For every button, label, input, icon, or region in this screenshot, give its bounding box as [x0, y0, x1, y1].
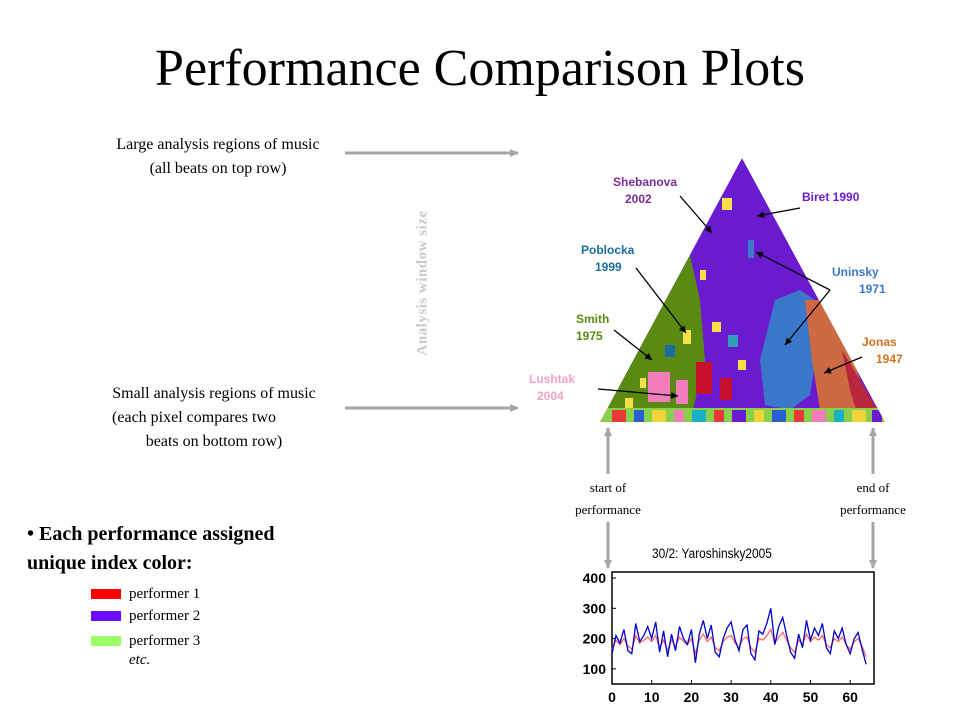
small-regions-description: Small analysis regions of music (each pi…	[88, 382, 340, 454]
uninsky-year: 1971	[859, 282, 886, 296]
lushtak-year: 2004	[537, 389, 564, 403]
smith-year: 1975	[576, 329, 603, 343]
label-lushtak: Lushtak 2004	[529, 371, 575, 405]
legend-heading-line1: • Each performance assigned	[27, 523, 275, 545]
uninsky-pointer-1	[755, 251, 831, 291]
x-tick-label-0: 0	[608, 689, 616, 705]
lushtak-pointer	[597, 388, 679, 399]
x-tick-label-10: 10	[644, 689, 660, 705]
uninsky-pointer-2	[784, 289, 831, 346]
y-tick-label-200: 200	[583, 631, 607, 647]
shebanova-name: Shebanova	[613, 175, 678, 189]
legend-swatch-3	[91, 636, 121, 646]
poblocka-pointer	[635, 267, 687, 334]
chart-frame	[611, 571, 875, 685]
biret-pointer	[756, 207, 801, 219]
start-of-performance-caption: start of performance	[548, 477, 668, 521]
small-regions-line2: (each pixel compares two	[112, 409, 276, 426]
legend-heading: • Each performance assigned unique index…	[27, 520, 275, 578]
legend-etc: etc.	[129, 652, 151, 668]
x-tick-label-20: 20	[684, 689, 700, 705]
legend-item-3: performer 3	[91, 631, 200, 651]
label-biret: Biret 1990	[802, 190, 860, 204]
tempo-line-chart: 30/2: Yaroshinsky2005 100 200 300 400 0 10 20 3…	[583, 545, 875, 705]
large-regions-line2: (all beats on top row)	[149, 160, 287, 177]
small-regions-line1: Small analysis regions of music	[112, 385, 316, 402]
shebanova-pointer	[679, 195, 713, 234]
label-shebanova: Shebanova 2002	[613, 174, 677, 208]
legend-item-1: performer 1	[91, 584, 200, 604]
jonas-name: Jonas	[862, 335, 897, 349]
chart-title: 30/2: Yaroshinsky2005	[652, 545, 772, 561]
y-tick-label-400: 400	[583, 570, 607, 586]
x-tick-label-30: 30	[723, 689, 739, 705]
small-regions-line3: beats on bottom row)	[145, 433, 283, 450]
label-poblocka: Poblocka 1999	[581, 242, 634, 276]
smith-pointer	[613, 329, 653, 361]
label-jonas: Jonas 1947	[862, 334, 903, 368]
jonas-year: 1947	[876, 352, 903, 366]
legend-swatch-1	[91, 589, 121, 599]
legend-heading-line2: unique index color:	[27, 552, 193, 574]
y-tick-label-300: 300	[583, 600, 607, 616]
large-regions-line1: Large analysis regions of music	[116, 136, 320, 153]
end-caption-line1: end of	[856, 480, 890, 495]
label-smith: Smith 1975	[576, 311, 609, 345]
end-caption-line2: performance	[840, 502, 906, 517]
y-tick-label-100: 100	[583, 661, 607, 677]
legend-label-1: performer 1	[129, 586, 201, 602]
series-line-1	[611, 608, 867, 665]
poblocka-name: Poblocka	[581, 243, 635, 257]
start-caption-line1: start of	[589, 480, 627, 495]
label-uninsky: Uninsky 1971	[832, 264, 886, 298]
jonas-pointer	[823, 356, 863, 374]
x-tick-label-40: 40	[763, 689, 779, 705]
x-tick-label-50: 50	[803, 689, 819, 705]
legend-swatch-2	[91, 611, 121, 621]
start-caption-line2: performance	[575, 502, 641, 517]
uninsky-name: Uninsky	[832, 265, 879, 279]
poblocka-year: 1999	[595, 260, 622, 274]
legend-item-2: performer 2	[91, 606, 200, 626]
legend-label-2: performer 2	[129, 608, 201, 624]
smith-name: Smith	[576, 312, 610, 326]
end-of-performance-caption: end of performance	[813, 477, 933, 521]
page-title: Performance Comparison Plots	[155, 40, 805, 97]
large-regions-description: Large analysis regions of music (all bea…	[92, 133, 344, 181]
lushtak-name: Lushtak	[529, 372, 576, 386]
x-tick-label-60: 60	[842, 689, 858, 705]
legend-label-3: performer 3	[129, 633, 201, 649]
shebanova-year: 2002	[625, 192, 652, 206]
